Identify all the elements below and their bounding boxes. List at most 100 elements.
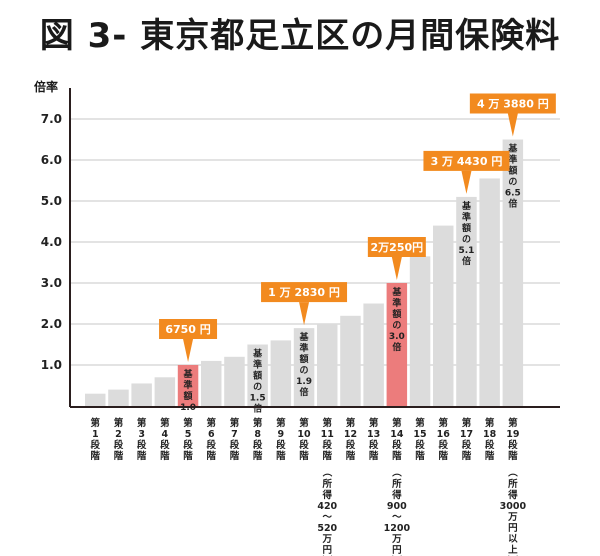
x-tick-label: 第 xyxy=(508,417,518,429)
bar xyxy=(154,377,176,406)
x-tick-label: 第 xyxy=(438,417,448,429)
x-tick-label: 段 xyxy=(462,439,472,451)
callout-label: 1 万 2830 円 xyxy=(268,286,340,299)
x-tick-label: 18 xyxy=(483,429,497,440)
x-tick-note: 520 xyxy=(317,523,337,534)
y-tick-label: 1.0 xyxy=(41,358,62,372)
x-tick-note: 得 xyxy=(507,489,518,501)
callout-box xyxy=(469,93,556,114)
x-tick-label: 段 xyxy=(508,439,518,451)
x-tick-label: 第 xyxy=(276,417,286,429)
x-tick-note: 420 xyxy=(317,501,337,512)
x-tick-label: 階 xyxy=(114,450,124,462)
x-tick-label: 階 xyxy=(137,450,147,462)
bar-label: 基 xyxy=(507,143,518,155)
x-tick-label: 階 xyxy=(299,450,309,462)
x-tick-label: 階 xyxy=(90,450,100,462)
x-tick-note: 万 xyxy=(507,512,518,523)
bar-label: 準 xyxy=(462,211,471,223)
bar-label: 基 xyxy=(461,200,472,212)
bar-label: 額 xyxy=(183,390,193,402)
x-tick-label: 段 xyxy=(160,439,170,451)
x-tick-note: 万 xyxy=(321,534,332,545)
x-tick-label: 階 xyxy=(183,450,193,462)
y-tick-label: 4.0 xyxy=(41,235,62,249)
x-tick-note: 得 xyxy=(391,489,402,501)
x-tick-label: 段 xyxy=(346,439,356,451)
x-tick-label: 段 xyxy=(276,439,286,451)
x-tick-note: 円 xyxy=(508,523,518,534)
x-tick-label: 7 xyxy=(231,429,238,440)
bar xyxy=(270,340,292,406)
x-tick-label: 第 xyxy=(485,417,495,429)
bar-label: 基 xyxy=(252,348,263,360)
x-tick-label: 5 xyxy=(185,429,192,440)
x-tick-label: 階 xyxy=(485,450,495,462)
x-tick-label: 階 xyxy=(206,450,216,462)
x-tick-label: 第 xyxy=(346,417,356,429)
x-tick-label: 10 xyxy=(297,429,311,440)
x-tick-label: 段 xyxy=(183,439,193,451)
bar-label: 倍 xyxy=(462,255,471,267)
x-tick-label: 段 xyxy=(230,439,240,451)
x-tick-label: 階 xyxy=(462,450,472,462)
x-tick-label: 階 xyxy=(415,450,425,462)
bar xyxy=(224,356,245,406)
x-tick-label: 階 xyxy=(322,450,332,462)
x-tick-label: 16 xyxy=(437,429,451,440)
callout-label: 3 万 4430 円 xyxy=(431,155,503,168)
x-tick-label: 6 xyxy=(208,429,215,440)
x-tick-note: 円 xyxy=(392,545,402,556)
x-tick-label: 第 xyxy=(114,417,124,429)
x-tick-note: 得 xyxy=(321,489,332,501)
bar-label: 基 xyxy=(299,331,310,343)
x-tick-label: 第 xyxy=(322,417,332,429)
bar xyxy=(479,178,500,406)
x-tick-note: （ xyxy=(320,467,332,477)
bar-label: 倍 xyxy=(392,341,401,353)
x-tick-label: 段 xyxy=(114,439,124,451)
callout-pointer xyxy=(507,113,518,137)
x-tick-label: 階 xyxy=(508,450,518,462)
x-tick-label: 段 xyxy=(206,439,216,451)
chart-title: 図 3- 東京都足立区の月間保険料 xyxy=(39,16,561,56)
bar-label: 額 xyxy=(252,370,262,382)
x-tick-note: 3000 xyxy=(500,501,527,512)
x-tick-label: 第 xyxy=(183,417,193,429)
y-tick-label: 2.0 xyxy=(41,317,62,331)
x-tick-label: 第 xyxy=(392,417,402,429)
bar-label: 倍 xyxy=(300,386,309,398)
x-tick-label: 階 xyxy=(438,450,448,462)
y-axis-label: 倍率 xyxy=(34,80,59,94)
x-tick-label: 8 xyxy=(254,429,261,440)
x-tick-note: ～ xyxy=(322,512,332,523)
x-tick-label: 段 xyxy=(392,439,402,451)
x-tick-label: 階 xyxy=(160,450,170,462)
bar-label: 基 xyxy=(183,368,194,380)
bar-label: 3.0 xyxy=(389,332,405,342)
y-tick-label: 3.0 xyxy=(41,276,62,290)
bar-label: 1.5 xyxy=(250,394,266,404)
x-tick-label: 階 xyxy=(369,450,379,462)
x-tick-label: 階 xyxy=(276,450,286,462)
x-tick-label: 段 xyxy=(137,439,147,451)
callout-pointer xyxy=(183,339,194,362)
x-tick-label: 17 xyxy=(460,429,473,440)
bar-label: 1.9 xyxy=(296,377,312,387)
bar-label: 準 xyxy=(184,379,193,391)
x-tick-label: 19 xyxy=(506,429,519,440)
x-tick-label: 1 xyxy=(92,429,99,440)
x-tick-label: 3 xyxy=(138,429,145,440)
x-tick-label: 段 xyxy=(369,439,379,451)
bar-label: 準 xyxy=(300,342,309,354)
x-tick-label: 13 xyxy=(367,429,380,440)
x-tick-label: 第 xyxy=(369,417,379,429)
callout-pointer xyxy=(391,257,402,280)
bar xyxy=(293,328,315,406)
callout-box xyxy=(423,150,510,171)
x-tick-label: 階 xyxy=(230,450,240,462)
callout-box xyxy=(367,237,426,257)
bar-label: 額 xyxy=(461,222,471,234)
x-tick-note: 万 xyxy=(391,534,402,545)
